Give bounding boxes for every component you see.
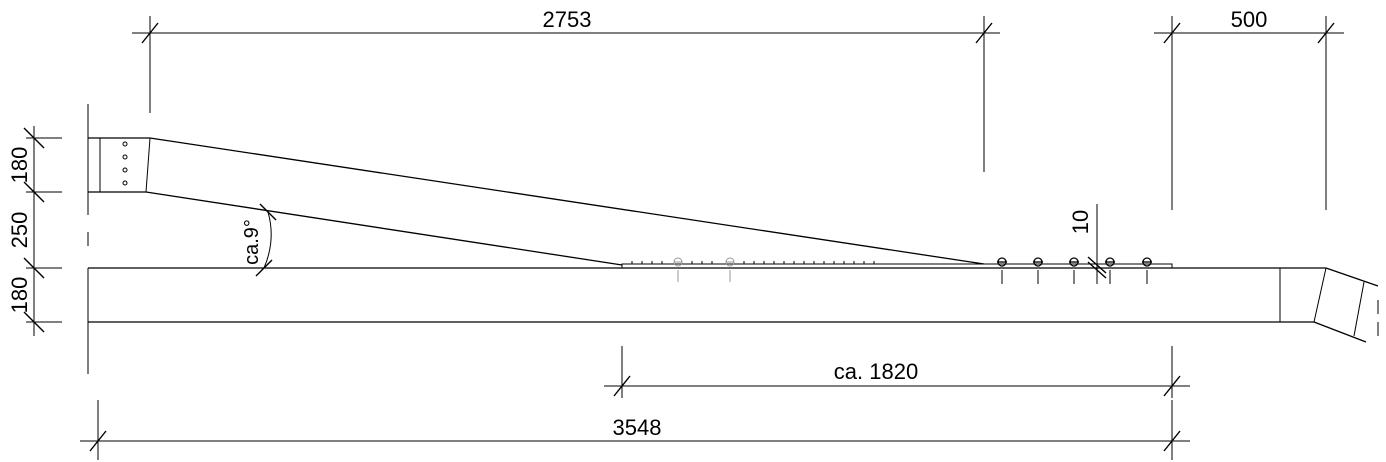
plate-weld-ticks xyxy=(631,261,875,264)
dimension-plate-thickness: 10 xyxy=(1068,204,1107,284)
bolt-group-black xyxy=(997,257,1152,284)
dimension-overall: 3548 xyxy=(80,400,1190,460)
dimension-label-1820: ca. 1820 xyxy=(834,359,918,384)
connection-plate xyxy=(621,261,1173,269)
dimension-label-180-lower: 180 xyxy=(7,277,32,314)
angle-annotation: ca.9° xyxy=(241,203,277,277)
dimension-label-2753: 2753 xyxy=(543,7,592,32)
dimension-top-left: 2753 xyxy=(132,7,1000,172)
dimension-label-250: 250 xyxy=(7,212,32,249)
dimension-top-right: 500 xyxy=(1154,7,1344,210)
dimension-label-3548: 3548 xyxy=(613,415,662,440)
end-holes xyxy=(122,141,128,186)
dimension-label-10: 10 xyxy=(1068,210,1093,234)
dimension-label-500: 500 xyxy=(1231,7,1268,32)
dimension-left-stack: 180 250 180 xyxy=(7,126,62,336)
dimension-label-180-upper: 180 xyxy=(7,147,32,184)
angle-label: ca.9° xyxy=(241,219,263,265)
dimension-overlap: ca. 1820 xyxy=(604,346,1190,398)
bolt-group-grey xyxy=(673,257,735,282)
inclined-member xyxy=(87,104,985,266)
lower-member xyxy=(87,267,1379,374)
